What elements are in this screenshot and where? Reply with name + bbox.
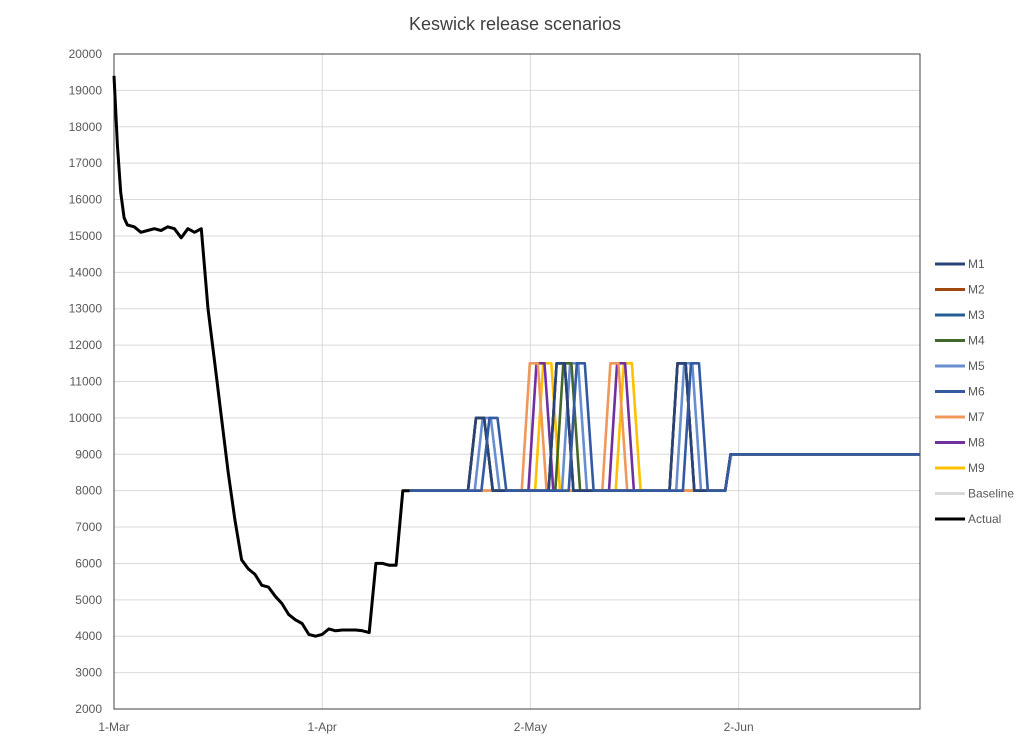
legend-label-m5: M5 <box>968 359 985 373</box>
x-tick-label: 1-Mar <box>98 720 129 734</box>
y-tick-label: 2000 <box>75 702 102 716</box>
y-tick-label: 14000 <box>69 265 103 279</box>
y-tick-label: 6000 <box>75 556 102 570</box>
y-tick-label: 9000 <box>75 447 102 461</box>
y-tick-label: 18000 <box>69 120 103 134</box>
legend-label-m4: M4 <box>968 334 985 348</box>
chart-title: Keswick release scenarios <box>409 14 621 34</box>
legend-label-m2: M2 <box>968 283 985 297</box>
y-tick-label: 4000 <box>75 629 102 643</box>
series-line-m1 <box>409 362 920 492</box>
plot-area-border <box>113 53 921 710</box>
y-tick-label: 12000 <box>69 338 103 352</box>
y-tick-label: 19000 <box>69 83 103 97</box>
series-line-m6 <box>409 362 920 492</box>
x-axis-ticks: 1-Mar 1-Apr 2-May 2-Jun <box>98 720 753 734</box>
legend-label-m1: M1 <box>968 257 985 271</box>
legend-label-m3: M3 <box>968 308 985 322</box>
legend: M1 M2 M3 M4 M5 M6 M7 M8 M9 Baseline Actual <box>935 257 1014 526</box>
legend-label-m6: M6 <box>968 385 985 399</box>
x-tick-label: 1-Apr <box>308 720 337 734</box>
y-tick-label: 16000 <box>69 193 103 207</box>
series-line-actual <box>112 75 410 638</box>
y-tick-label: 11000 <box>70 375 103 389</box>
y-tick-label: 5000 <box>75 593 102 607</box>
y-tick-label: 8000 <box>75 484 102 498</box>
y-tick-label: 3000 <box>75 666 102 680</box>
gridlines <box>113 53 920 710</box>
y-tick-label: 17000 <box>69 156 103 170</box>
y-tick-label: 15000 <box>69 229 103 243</box>
x-tick-label: 2-May <box>514 720 547 734</box>
legend-label-actual: Actual <box>968 512 1001 526</box>
y-axis-ticks: 2000 3000 4000 5000 6000 7000 8000 9000 10000 110… <box>69 47 103 716</box>
y-tick-label: 20000 <box>69 47 103 61</box>
legend-label-baseline: Baseline <box>968 487 1014 501</box>
legend-label-m7: M7 <box>968 410 985 424</box>
x-tick-label: 2-Jun <box>724 720 754 734</box>
legend-label-m9: M9 <box>968 461 985 475</box>
y-tick-label: 13000 <box>69 302 103 316</box>
y-tick-label: 7000 <box>75 520 102 534</box>
legend-label-m8: M8 <box>968 436 985 450</box>
y-tick-label: 10000 <box>69 411 103 425</box>
series-lines <box>112 75 920 638</box>
